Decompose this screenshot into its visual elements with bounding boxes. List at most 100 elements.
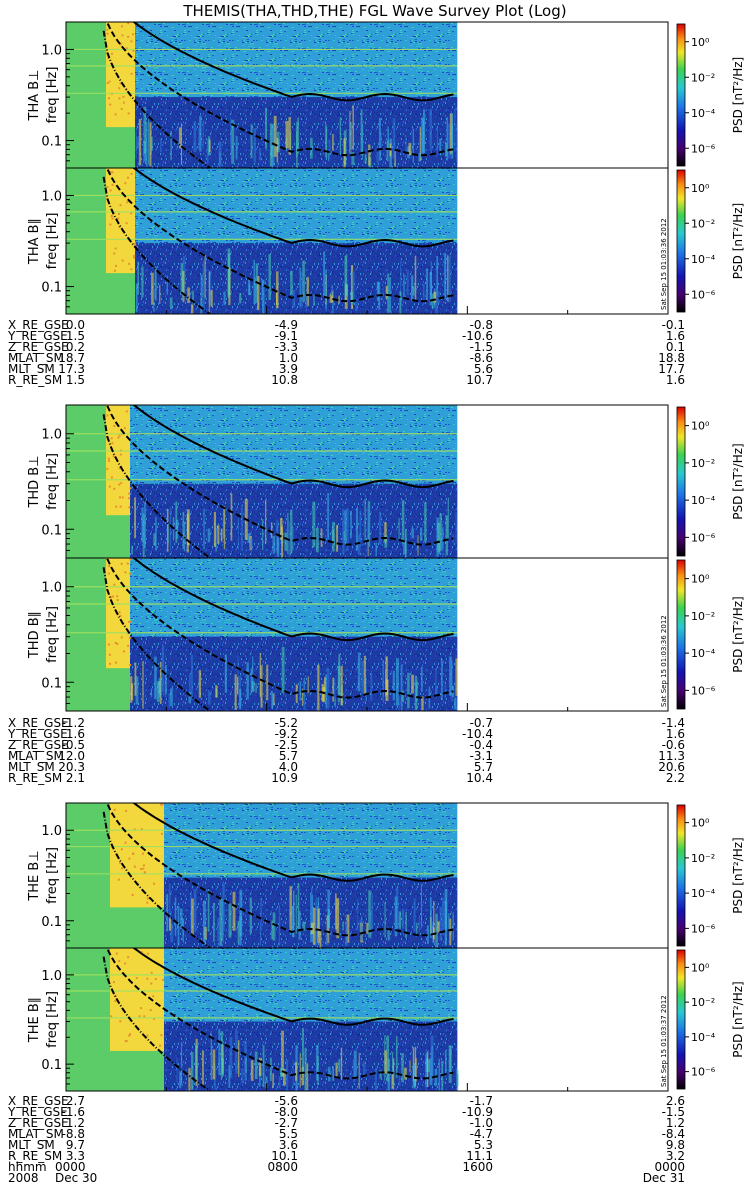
- ephemeris-value: 11.1: [466, 1149, 493, 1163]
- ephemeris-value: 20.3: [58, 760, 85, 774]
- fce-dashed-line: [106, 168, 454, 303]
- ephemeris-value: 1.6: [665, 727, 685, 741]
- ephemeris-value: 10.7: [466, 373, 493, 387]
- ephemeris-value: 2.1: [65, 771, 85, 785]
- ephemeris-row: Y_RE_GSE 1.5 -9.1 -10.6 1.6: [0, 329, 700, 343]
- y-axis-label: freq [Hz]: [45, 67, 60, 124]
- ephemeris-value: -8.0: [274, 1105, 298, 1119]
- ephemeris-label: Y_RE_GSE: [8, 329, 68, 343]
- ephemeris-row: Z_RE_GSE 0.2 -3.3 -1.5 0.1: [0, 340, 700, 354]
- colorbar-tick-label: 10⁻⁶: [691, 531, 716, 544]
- colorbar-tick-label: 10⁻²: [691, 217, 715, 230]
- fce-dashed-line: [106, 558, 454, 699]
- y-tick-label: 1.0: [41, 969, 62, 984]
- colorbar-tick-label: 10⁻⁴: [691, 1031, 716, 1044]
- ephemeris-value: 5.7: [278, 749, 298, 763]
- ephemeris-row: Y_RE_GSE 1.6 -9.2 -10.4 1.6: [0, 727, 700, 741]
- fce-solid-line: [132, 168, 454, 248]
- ephemeris-label: Z_RE_GSE: [8, 340, 69, 354]
- spectrogram-hot: [106, 168, 135, 274]
- panel-name: THE B∥: [27, 997, 42, 1043]
- panel-2: 1.0 0.1 THA B∥ freq [Hz] Sat Sep 15 01:03:36…: [27, 167, 745, 315]
- panel-4: 1.0 0.1 THD B∥ freq [Hz] Sat Sep 15 01:03:36…: [27, 557, 745, 712]
- ephemeris-value: -5.6: [274, 1094, 298, 1108]
- y-tick-label: 0.1: [41, 676, 62, 691]
- ephemeris-value: 2.6: [665, 1094, 685, 1108]
- ephemeris-value: -0.8: [469, 318, 493, 332]
- fcp-dashdot-line: [102, 414, 212, 558]
- ephemeris-value: 0.2: [65, 340, 85, 354]
- colorbar-label: PSD [nT²/Hz]: [731, 203, 745, 279]
- colorbar-tick-label: 10⁻⁶: [691, 684, 716, 697]
- ephemeris-value: -8.4: [661, 1127, 685, 1141]
- panel-3: 1.0 0.1 THD B⊥ freq [Hz] 10⁰ 10⁻² 10⁻⁴ 10⁻⁶ PSD …: [27, 404, 745, 559]
- panel-1: 1.0 0.1 THA B⊥ freq [Hz] 10⁰ 10⁻² 10⁻⁴ 10⁻⁶ PSD …: [27, 21, 745, 169]
- colorbar: [676, 23, 686, 167]
- spectrogram-hot: [106, 22, 135, 128]
- ephemeris-value: -1.0: [469, 1116, 493, 1130]
- ephemeris-label: Y_RE_GSE: [8, 1105, 68, 1119]
- ephemeris-row: MLAT_SM -8.8 5.5 -4.7 -8.4: [0, 1127, 700, 1141]
- ephemeris-value: -0.4: [469, 738, 493, 752]
- fce-solid-line: [132, 558, 454, 642]
- ephemeris-value: 1.6: [665, 329, 685, 343]
- ephemeris-value: -2.7: [274, 1116, 298, 1130]
- ephemeris-value: -1.5: [661, 1105, 685, 1119]
- fce-dashed-line: [106, 22, 454, 157]
- fce-solid-line: [132, 948, 454, 1026]
- y-axis-label: freq [Hz]: [45, 991, 60, 1048]
- colorbar-tick-label: 10⁻²: [691, 610, 715, 623]
- ephemeris-value: -1.5: [469, 340, 493, 354]
- ephemeris-label: MLT_SM: [8, 362, 55, 376]
- ephemeris-value: -10.6: [461, 329, 493, 343]
- ephemeris-value: -4.9: [274, 318, 298, 332]
- ephemeris-label: R_RE_SM: [8, 771, 63, 785]
- ephemeris-value: 3.3: [65, 1149, 85, 1163]
- ephemeris-value: 5.6: [473, 362, 493, 376]
- colorbar-tick-label: 10⁻⁶: [691, 288, 716, 301]
- ephemeris-label: Z_RE_GSE: [8, 738, 69, 752]
- y-tick-label: 0.1: [41, 523, 62, 538]
- fce-dashed-line: [106, 948, 454, 1080]
- ephemeris-value: -3.1: [469, 749, 493, 763]
- colorbar-tick-label: 10⁻⁴: [691, 494, 716, 507]
- ephemeris-row: hhmm 0000 0800 1600 0000: [0, 1161, 700, 1173]
- fce-dashed-line: [106, 803, 454, 937]
- plot-timestamp: Sat Sep 15 01:03:37 2012: [660, 995, 668, 1087]
- ephemeris-value: 2.2: [665, 771, 685, 785]
- ephemeris-row: MLAT_SM 12.0 5.7 -3.1 11.3: [0, 749, 700, 763]
- ephemeris-value: 4.0: [278, 760, 298, 774]
- colorbar-label: PSD [nT²/Hz]: [731, 981, 745, 1057]
- y-axis-label: freq [Hz]: [45, 213, 60, 270]
- ephemeris-value: 10.8: [271, 373, 298, 387]
- colorbar: [676, 406, 686, 557]
- date-end: Dec 31: [642, 1171, 685, 1185]
- colorbar-tick-label: 10⁰: [691, 182, 710, 195]
- y-tick-label: 1.0: [41, 43, 62, 58]
- ephemeris-value: -1.2: [61, 716, 85, 730]
- y-tick-label: 0.1: [41, 915, 62, 930]
- ephemeris-value: 11.3: [658, 749, 685, 763]
- ephemeris-value: 1.5: [65, 329, 85, 343]
- panel-name: THA B∥: [27, 218, 42, 265]
- ephemeris-label: MLAT_SM: [8, 749, 64, 763]
- colorbar-tick-label: 10⁻²: [691, 457, 715, 470]
- ephemeris-label: X_RE_GSE: [8, 318, 69, 332]
- panel-name: THA B⊥: [27, 70, 42, 122]
- colorbar: [676, 559, 686, 710]
- fce-dashed-line: [106, 405, 454, 546]
- ephemeris-value: -8.6: [469, 351, 493, 365]
- colorbar-tick-label: 10⁰: [691, 420, 710, 433]
- ephemeris-label: X_RE_GSE: [8, 1094, 69, 1108]
- y-tick-label: 1.0: [41, 428, 62, 443]
- ephemeris-value: 0.1: [665, 340, 685, 354]
- colorbar-tick-label: 10⁻⁴: [691, 887, 716, 900]
- fcp-dashdot-line: [102, 956, 212, 1091]
- ephemeris-value: -10.4: [461, 727, 493, 741]
- ephemeris-row: X_RE_GSE 2.7 -5.6 -1.7 2.6: [0, 1094, 700, 1108]
- ephemeris-value: -0.5: [61, 738, 85, 752]
- ephemeris-row: Z_RE_GSE 1.2 -2.7 -1.0 1.2: [0, 1116, 700, 1130]
- ephemeris-value: -8.8: [61, 1127, 85, 1141]
- y-tick-label: 0.1: [41, 135, 62, 150]
- colorbar-tick-label: 10⁻⁴: [691, 253, 716, 266]
